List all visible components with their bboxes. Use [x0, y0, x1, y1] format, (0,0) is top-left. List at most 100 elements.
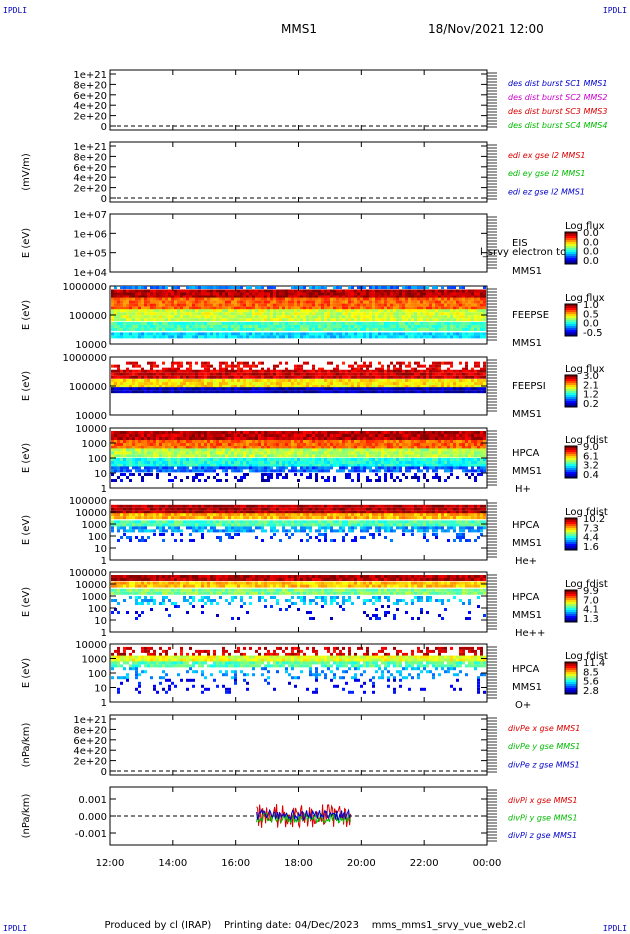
- y-tick-label: 1e+21: [73, 70, 107, 81]
- heatmap-cell: [420, 379, 423, 383]
- heatmap-cell: [468, 387, 471, 391]
- heatmap-cell: [459, 303, 462, 307]
- heatmap-cell: [168, 464, 171, 467]
- heatmap-cell: [285, 367, 288, 371]
- heatmap-cell: [438, 431, 441, 434]
- heatmap-cell: [342, 292, 345, 296]
- heatmap-cell: [444, 431, 447, 434]
- heatmap-cell: [390, 318, 393, 322]
- heatmap-cell: [267, 451, 270, 455]
- heatmap-cell: [330, 327, 333, 331]
- heatmap-cell: [396, 387, 399, 391]
- heatmap-cell: [279, 369, 282, 373]
- heatmap-cell: [153, 335, 156, 339]
- heatmap-cell: [477, 303, 480, 307]
- heatmap-cell: [264, 303, 267, 307]
- heatmap-cell: [276, 446, 279, 449]
- heatmap-cell: [126, 315, 129, 319]
- heatmap-cell: [375, 289, 378, 293]
- heatmap-cell: [369, 431, 372, 434]
- heatmap-cell: [477, 390, 480, 394]
- heatmap-cell: [471, 321, 474, 325]
- heatmap-cell: [213, 309, 216, 313]
- heatmap-cell: [462, 303, 465, 307]
- heatmap-cell: [231, 379, 234, 383]
- heatmap-cell: [342, 385, 345, 389]
- heatmap-cell: [117, 364, 120, 368]
- heatmap-cell: [204, 367, 207, 371]
- heatmap-cell: [444, 448, 447, 452]
- heatmap-cell: [396, 431, 399, 434]
- heatmap-cell: [294, 318, 297, 322]
- heatmap-cell: [213, 434, 216, 437]
- heatmap-cell: [339, 321, 342, 325]
- heatmap-cell: [153, 297, 156, 301]
- heatmap-cell: [465, 327, 468, 331]
- heatmap-cell: [369, 300, 372, 304]
- heatmap-cell: [366, 367, 369, 371]
- heatmap-cell: [402, 295, 405, 299]
- heatmap-cell: [450, 309, 453, 313]
- heatmap-cell: [315, 437, 318, 440]
- heatmap-cell: [252, 448, 255, 452]
- heatmap-cell: [288, 387, 291, 391]
- heatmap-cell: [132, 437, 135, 440]
- heatmap-cell: [171, 440, 174, 443]
- heatmap-cell: [252, 390, 255, 394]
- heatmap-cell: [237, 292, 240, 296]
- heatmap-cell: [312, 458, 315, 461]
- heatmap-cell: [159, 387, 162, 391]
- heatmap-cell: [237, 464, 240, 467]
- heatmap-cell: [294, 464, 297, 467]
- heatmap-cell: [180, 464, 183, 467]
- heatmap-cell: [474, 440, 477, 443]
- heatmap-cell: [327, 327, 330, 331]
- heatmap-cell: [240, 440, 243, 443]
- heatmap-cell: [318, 303, 321, 307]
- heatmap-cell: [468, 372, 471, 376]
- heatmap-cell: [396, 292, 399, 296]
- heatmap-cell: [249, 312, 252, 316]
- heatmap-cell: [198, 306, 201, 310]
- heatmap-cell: [156, 286, 159, 289]
- heatmap-cell: [480, 446, 483, 449]
- heatmap-cell: [420, 300, 423, 304]
- heatmap-cell: [258, 289, 261, 293]
- heatmap-cell: [354, 292, 357, 296]
- heatmap-cell: [201, 382, 204, 386]
- heatmap-cell: [111, 292, 114, 296]
- heatmap-cell: [249, 448, 252, 452]
- heatmap-cell: [207, 321, 210, 325]
- heatmap-cell: [312, 379, 315, 383]
- heatmap-cell: [321, 297, 324, 301]
- heatmap-cell: [315, 448, 318, 452]
- heatmap-cell: [240, 382, 243, 386]
- heatmap-cell: [276, 464, 279, 467]
- heatmap-cell: [375, 372, 378, 376]
- heatmap-cell: [240, 379, 243, 383]
- heatmap-cell: [240, 448, 243, 452]
- heatmap-cell: [216, 464, 219, 467]
- heatmap-cell: [114, 387, 117, 391]
- heatmap-cell: [228, 454, 231, 458]
- heatmap-cell: [207, 454, 210, 458]
- heatmap-cell: [369, 318, 372, 322]
- heatmap-cell: [243, 372, 246, 376]
- heatmap-cell: [483, 289, 486, 293]
- heatmap-cell: [375, 437, 378, 440]
- heatmap-cell: [384, 440, 387, 443]
- heatmap-cell: [357, 327, 360, 331]
- heatmap-cell: [483, 309, 486, 313]
- heatmap-cell: [417, 446, 420, 449]
- heatmap-cell: [396, 297, 399, 301]
- heatmap-cell: [447, 324, 450, 328]
- heatmap-cell: [375, 464, 378, 467]
- heatmap-cell: [237, 454, 240, 458]
- heatmap-cell: [201, 434, 204, 437]
- heatmap-cell: [405, 448, 408, 452]
- heatmap-cell: [201, 443, 204, 446]
- colorbar-tick-label: 0.2: [583, 399, 599, 410]
- heatmap-cell: [411, 309, 414, 313]
- heatmap-cell: [273, 437, 276, 440]
- heatmap-cell: [288, 309, 291, 313]
